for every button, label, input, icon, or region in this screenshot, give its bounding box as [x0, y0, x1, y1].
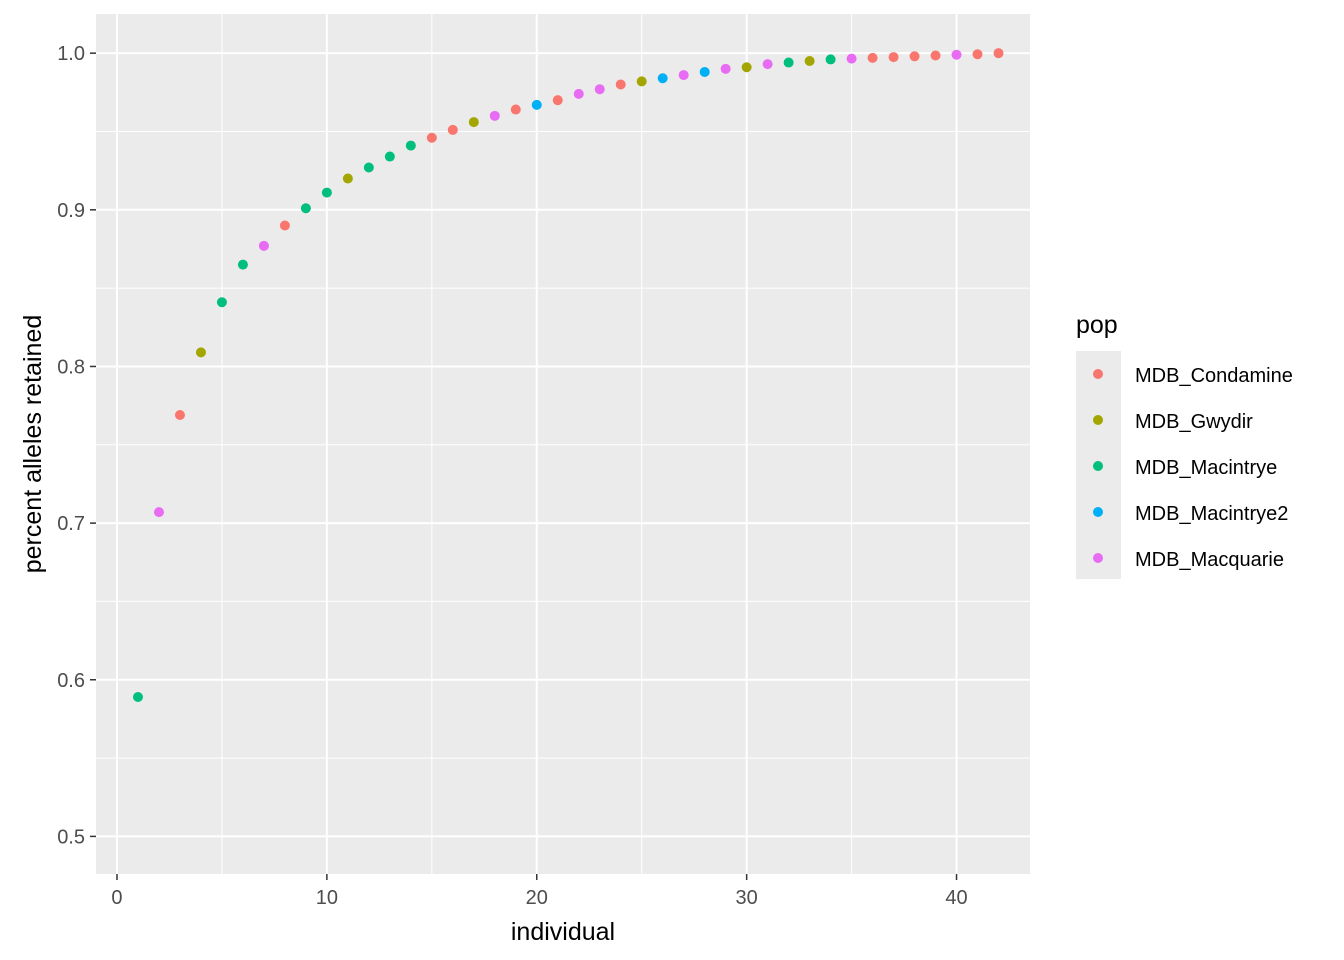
data-point [636, 76, 647, 87]
legend-key [1093, 507, 1103, 517]
y-tick-label: 0.5 [57, 826, 85, 848]
legend-label: MDB_Condamine [1135, 365, 1293, 387]
data-point [531, 99, 542, 110]
y-axis-ticks: 0.5 0.6 0.7 0.8 0.9 1.0 [57, 43, 96, 848]
y-tick-label: 0.7 [57, 513, 85, 535]
grid-minor [96, 14, 1030, 874]
data-point [888, 52, 899, 63]
data-point [804, 55, 815, 66]
legend-key [1093, 461, 1103, 471]
data-point [489, 110, 500, 121]
data-point [405, 140, 416, 151]
data-point [174, 410, 185, 421]
data-point [762, 59, 773, 70]
data-point [132, 691, 143, 702]
y-tick-label: 0.9 [57, 200, 85, 222]
legend-items: MDB_Condamine MDB_Gwydir MDB_Macintrye MDB_… [1093, 365, 1293, 571]
data-point [342, 173, 353, 184]
y-tick-label: 0.6 [57, 670, 85, 692]
y-tick-label: 1.0 [57, 43, 85, 65]
data-points [132, 48, 1004, 702]
data-point [258, 240, 269, 251]
data-point [951, 49, 962, 60]
x-tick-label: 20 [526, 887, 548, 909]
data-point [510, 104, 521, 115]
legend-key [1093, 415, 1103, 425]
legend-key [1093, 369, 1103, 379]
x-tick-label: 40 [945, 887, 967, 909]
legend-label: MDB_Gwydir [1135, 411, 1253, 433]
x-tick-label: 10 [316, 887, 338, 909]
data-point [216, 297, 227, 308]
data-point [846, 53, 857, 64]
legend-label: MDB_Macquarie [1135, 549, 1284, 571]
data-point [930, 50, 941, 61]
y-tick-label: 0.8 [57, 356, 85, 378]
data-point [909, 51, 920, 62]
data-point [237, 259, 248, 270]
data-point [153, 507, 164, 518]
data-point [657, 73, 668, 84]
plot-panel [96, 14, 1030, 874]
legend: pop MDB_Condamine MDB_Gwydir MDB_Macintrye… [1076, 311, 1293, 579]
legend-title: pop [1076, 311, 1118, 339]
data-point [825, 54, 836, 65]
data-point [426, 132, 437, 143]
legend-label: MDB_Macintrye [1135, 457, 1277, 479]
data-point [279, 220, 290, 231]
data-point [594, 84, 605, 95]
data-point [972, 49, 983, 60]
data-point [615, 79, 626, 90]
data-point [741, 62, 752, 73]
data-point [720, 63, 731, 74]
x-tick-label: 0 [111, 887, 122, 909]
data-point [321, 187, 332, 198]
data-point [447, 124, 458, 135]
x-tick-label: 30 [736, 887, 758, 909]
data-point [867, 52, 878, 63]
x-axis-ticks: 0 10 20 30 40 [111, 874, 968, 909]
data-point [468, 117, 479, 128]
data-point [993, 48, 1004, 59]
x-axis-title: individual [511, 918, 615, 946]
data-point [552, 95, 563, 106]
data-point [573, 88, 584, 99]
data-point [783, 57, 794, 68]
grid-major [96, 14, 1030, 874]
legend-label: MDB_Macintrye2 [1135, 503, 1288, 525]
data-point [699, 66, 710, 77]
data-point [384, 151, 395, 162]
data-point [363, 162, 374, 173]
data-point [195, 347, 206, 358]
data-point [678, 70, 689, 81]
legend-key [1093, 553, 1103, 563]
y-axis-title: percent alleles retained [19, 315, 47, 574]
data-point [300, 203, 311, 214]
